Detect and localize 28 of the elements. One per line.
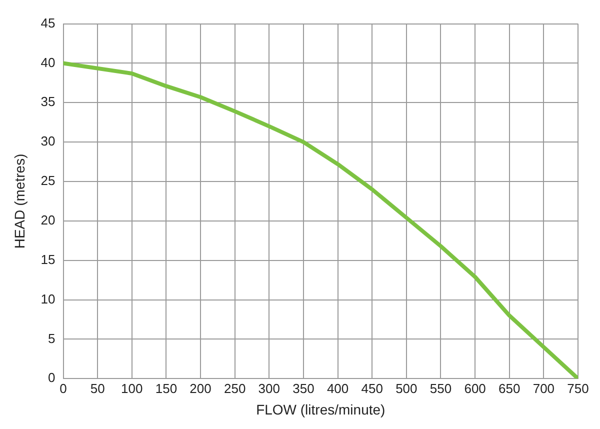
y-tick-label: 0 [48, 370, 56, 386]
y-tick-label: 45 [40, 15, 56, 30]
x-tick-label: 750 [567, 380, 589, 396]
x-tick-label: 650 [498, 380, 520, 396]
x-tick-label: 350 [292, 380, 314, 396]
x-tick-label: 0 [60, 380, 67, 396]
x-tick-label: 450 [361, 380, 383, 396]
y-tick-label: 10 [40, 291, 56, 306]
y-tick-label: 30 [40, 134, 56, 149]
x-tick-label: 200 [190, 380, 212, 396]
y-tick-label: 35 [40, 94, 56, 110]
y-tick-label: 20 [40, 212, 56, 228]
x-tick-label: 150 [155, 380, 178, 396]
y-tick-label: 40 [40, 54, 56, 70]
x-tick-label: 500 [396, 380, 418, 396]
x-tick-label: 250 [224, 380, 246, 396]
x-tick-label: 550 [430, 380, 452, 396]
y-tick-label: 5 [48, 330, 56, 346]
x-tick-label: 100 [121, 380, 143, 396]
y-tick-label: 25 [40, 173, 56, 188]
x-tick-label: 700 [532, 380, 555, 396]
x-tick-label: 300 [258, 380, 280, 396]
y-axis-title: HEAD (metres) [11, 154, 28, 249]
x-tick-label: 50 [90, 380, 105, 396]
x-axis-title: FLOW (litres/minute) [256, 401, 386, 418]
x-tick-label: 400 [326, 380, 349, 396]
y-tick-label: 15 [40, 252, 56, 267]
x-tick-label: 600 [464, 380, 486, 396]
